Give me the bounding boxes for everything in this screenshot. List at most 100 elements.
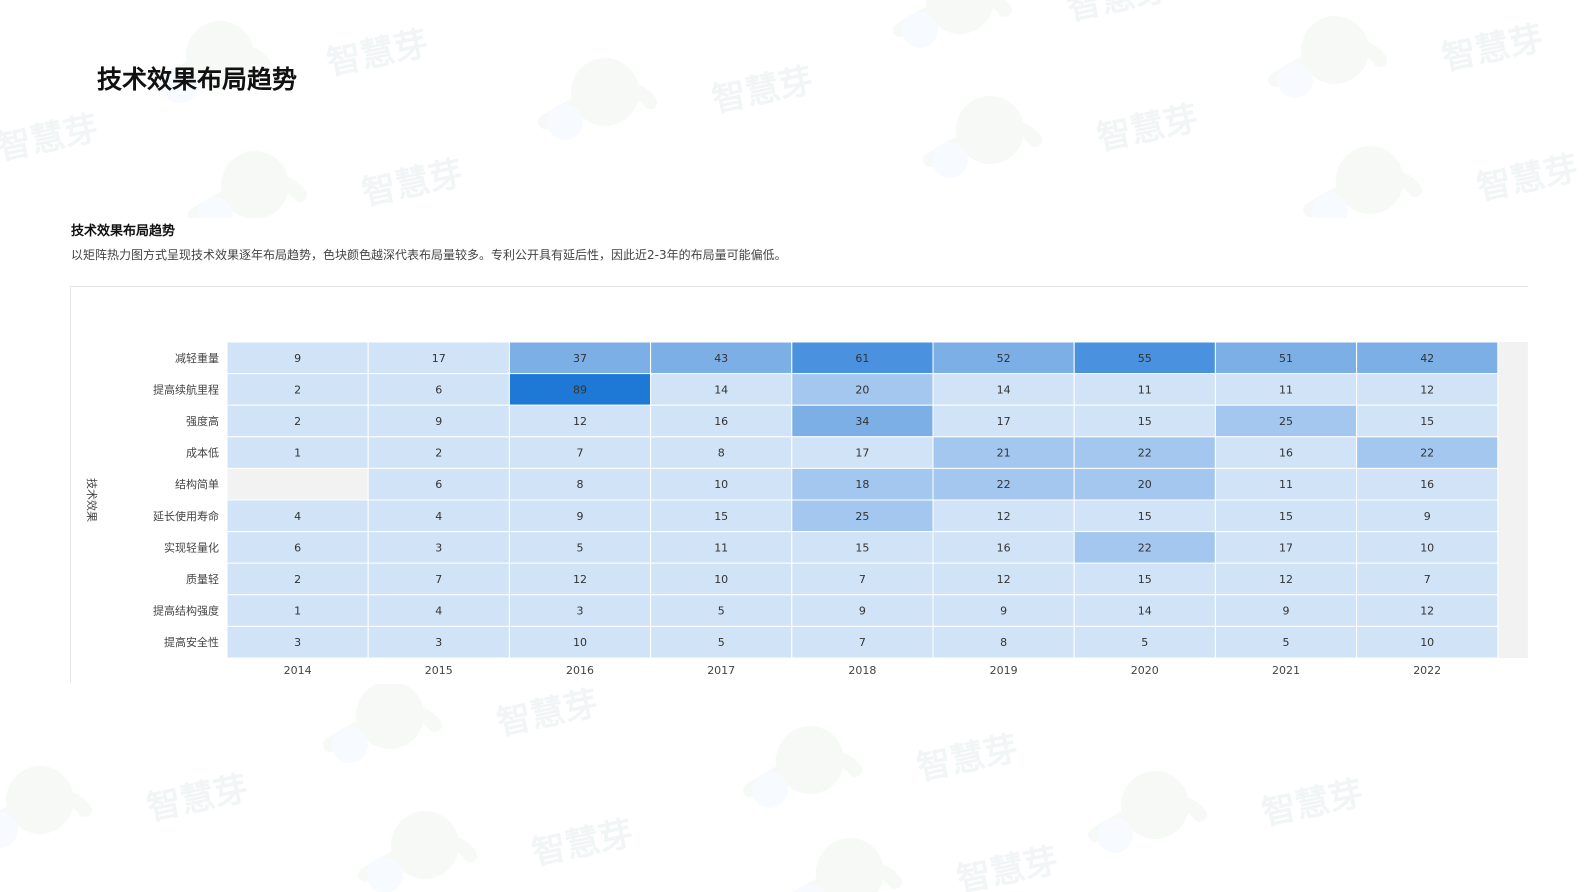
cell-value: 5 — [577, 541, 584, 554]
heatmap-cell[interactable] — [226, 341, 369, 375]
column-label: 2022 — [1413, 664, 1441, 677]
cell-value: 37 — [573, 352, 587, 365]
cell-value: 51 — [1279, 352, 1293, 365]
heatmap-cell[interactable] — [791, 373, 934, 406]
heatmap-cell[interactable] — [226, 562, 369, 596]
cell-value: 12 — [1420, 383, 1434, 396]
heatmap-cell[interactable] — [367, 436, 510, 469]
heatmap-cell[interactable] — [1214, 625, 1358, 659]
heatmap-cell[interactable] — [791, 499, 934, 533]
heatmap-cell[interactable] — [226, 436, 369, 469]
heatmap-cell[interactable] — [1214, 594, 1358, 627]
heatmap-cell[interactable] — [932, 499, 1075, 533]
heatmap-cell[interactable] — [508, 625, 652, 659]
heatmap-cell[interactable] — [1356, 531, 1499, 564]
row-label: 减轻重量 — [175, 351, 219, 365]
heatmap-cell[interactable] — [791, 467, 934, 501]
heatmap-cell[interactable] — [508, 373, 652, 406]
heatmap-cell[interactable] — [508, 341, 652, 375]
heatmap-cell[interactable] — [932, 625, 1075, 659]
cell-value: 17 — [855, 447, 869, 460]
watermark: 智慧芽 — [923, 96, 1202, 178]
svg-text:智慧芽: 智慧芽 — [914, 728, 1022, 788]
heatmap-cell[interactable] — [1356, 436, 1499, 469]
heatmap-cell[interactable] — [508, 436, 652, 469]
heatmap-cell[interactable] — [226, 625, 369, 659]
heatmap-cell[interactable] — [650, 341, 793, 375]
heatmap-cell[interactable] — [226, 531, 369, 564]
cell-value: 9 — [294, 352, 301, 365]
heatmap-cell[interactable] — [1073, 373, 1216, 406]
heatmap-cell[interactable] — [367, 341, 510, 375]
heatmap-cell[interactable] — [508, 467, 652, 501]
svg-text:智慧芽: 智慧芽 — [1474, 148, 1582, 208]
cell-value: 10 — [1420, 636, 1434, 649]
heatmap-cell[interactable] — [1214, 404, 1358, 438]
cell-value: 10 — [714, 478, 728, 491]
cell-value: 14 — [997, 383, 1011, 396]
heatmap-cell[interactable] — [1073, 562, 1216, 596]
cell-value: 43 — [714, 352, 728, 365]
heatmap-cell[interactable] — [650, 373, 793, 406]
section-title: 技术效果布局趋势 — [71, 224, 176, 239]
heatmap-cell[interactable] — [226, 467, 369, 501]
heatmap-cell[interactable] — [791, 531, 934, 564]
watermark: 智慧芽 — [323, 681, 602, 763]
watermark: 智慧芽 — [358, 811, 637, 892]
heatmap-cell[interactable] — [1214, 499, 1358, 533]
cell-value: 15 — [1138, 415, 1152, 428]
cell-value: 2 — [294, 415, 301, 428]
cell-value: 9 — [1000, 605, 1007, 618]
cell-value: 89 — [573, 383, 587, 396]
cell-value: 8 — [1000, 636, 1007, 649]
cell-value: 9 — [577, 510, 584, 523]
cell-value: 15 — [1279, 510, 1293, 523]
column-label: 2016 — [566, 664, 594, 677]
heatmap-cell[interactable] — [367, 531, 510, 564]
cell-value: 11 — [1279, 383, 1293, 396]
cell-value: 16 — [714, 415, 728, 428]
heatmap-cell[interactable] — [932, 436, 1075, 469]
heatmap-cell[interactable] — [1356, 499, 1499, 533]
heatmap-cell[interactable] — [791, 404, 934, 438]
cell-value: 12 — [1279, 573, 1293, 586]
heatmap-cell[interactable] — [932, 562, 1075, 596]
cell-value: 11 — [1279, 478, 1293, 491]
column-label: 2019 — [990, 664, 1018, 677]
heatmap-cell[interactable] — [226, 594, 369, 627]
column-label: 2015 — [425, 664, 453, 677]
cell-value: 6 — [435, 383, 442, 396]
cell-value: 15 — [855, 541, 869, 554]
heatmap-cell[interactable] — [1356, 625, 1499, 659]
heatmap-cell[interactable] — [791, 625, 934, 659]
heatmap-cell[interactable] — [367, 625, 510, 659]
heatmap-cell[interactable] — [367, 404, 510, 438]
cell-value: 5 — [1283, 636, 1290, 649]
heatmap-cell[interactable] — [1356, 594, 1499, 627]
heatmap-cell[interactable] — [226, 499, 369, 533]
heatmap-cell[interactable] — [508, 562, 652, 596]
cell-value: 3 — [294, 636, 301, 649]
heatmap-cell[interactable] — [932, 594, 1075, 627]
svg-text:智慧芽: 智慧芽 — [954, 840, 1062, 892]
heatmap-cell[interactable] — [508, 594, 652, 627]
heatmap-cell[interactable] — [1073, 404, 1216, 438]
heatmap-cell[interactable] — [932, 531, 1075, 564]
heatmap-cell[interactable] — [650, 404, 793, 438]
cell-value: 6 — [435, 478, 442, 491]
heatmap-cell[interactable] — [1356, 404, 1499, 438]
heatmap-cell[interactable] — [1073, 625, 1216, 659]
cell-value: 14 — [1138, 605, 1152, 618]
heatmap-cell[interactable] — [367, 373, 510, 406]
heatmap-cell[interactable] — [367, 499, 510, 533]
heatmap-cell[interactable] — [367, 467, 510, 501]
heatmap-cell[interactable] — [1073, 341, 1216, 375]
section-description: 以矩阵热力图方式呈现技术效果逐年布局趋势，色块颜色越深代表布局量较多。专利公开具… — [71, 248, 787, 262]
heatmap-cell[interactable] — [650, 467, 793, 501]
heatmap-cell[interactable] — [650, 625, 793, 659]
heatmap-cell[interactable] — [1356, 373, 1499, 406]
cell-value: 22 — [1138, 541, 1152, 554]
heatmap-cell[interactable] — [1356, 562, 1499, 596]
heatmap-cell[interactable] — [791, 436, 934, 469]
heatmap-cell[interactable] — [650, 594, 793, 627]
